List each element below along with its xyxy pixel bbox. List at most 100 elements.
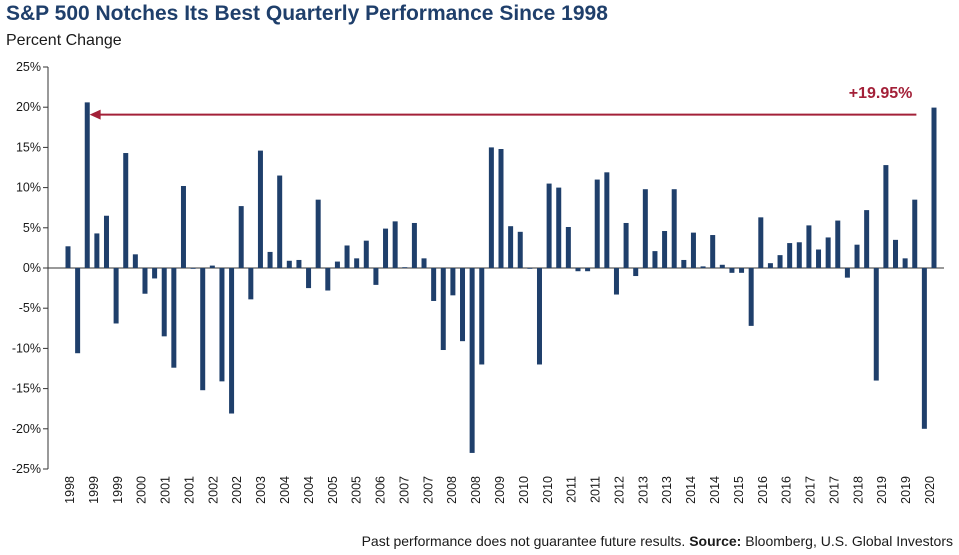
bar	[873, 268, 879, 381]
bar	[681, 259, 687, 268]
bar	[373, 268, 379, 285]
bar	[575, 268, 581, 272]
bar	[152, 268, 158, 279]
bar	[219, 268, 225, 382]
x-tick-label: 1998	[63, 476, 77, 504]
bar	[902, 258, 908, 268]
bar	[931, 107, 937, 269]
x-tick-label: 2010	[541, 476, 555, 504]
bar	[796, 242, 802, 268]
x-tick-label: 2014	[684, 476, 698, 504]
y-tick-label: 0%	[23, 261, 41, 275]
bar	[469, 268, 475, 453]
annotation-label: +19.95%	[849, 85, 913, 102]
bar	[94, 233, 100, 268]
bar	[748, 268, 754, 326]
x-tick-label: 1999	[111, 476, 125, 504]
bar	[132, 254, 138, 268]
bar	[479, 268, 485, 365]
bar	[267, 251, 273, 268]
bar	[613, 268, 619, 295]
x-tick-label: 2019	[875, 476, 889, 504]
source-text: Bloomberg, U.S. Global Investors	[745, 533, 953, 549]
x-tick-label: 2014	[708, 476, 722, 504]
bar	[546, 183, 552, 268]
bar	[816, 249, 822, 268]
bar	[75, 268, 81, 354]
bar	[421, 258, 427, 268]
y-tick-label: 20%	[16, 100, 41, 114]
x-tick-label: 2016	[756, 476, 770, 504]
bar	[508, 226, 514, 268]
bar	[123, 153, 129, 268]
bar	[65, 246, 71, 268]
footer-note: Past performance does not guarantee futu…	[362, 533, 953, 549]
x-tick-label: 2005	[350, 476, 364, 504]
x-tick-label: 2004	[302, 476, 316, 504]
bar	[585, 268, 591, 272]
bar	[113, 268, 119, 324]
y-tick-label: -5%	[19, 301, 41, 315]
bar	[633, 268, 639, 277]
y-tick-label: 5%	[23, 221, 41, 235]
x-tick-label: 2017	[827, 476, 841, 504]
bar	[450, 268, 456, 296]
bar	[604, 172, 610, 268]
bar	[777, 255, 783, 268]
bar	[623, 222, 629, 268]
bar	[671, 189, 677, 268]
bar	[344, 245, 350, 268]
bar	[729, 268, 735, 273]
bar	[710, 235, 716, 268]
bar	[84, 102, 90, 268]
bar	[594, 179, 600, 268]
source-label: Source:	[689, 533, 742, 549]
bar	[719, 264, 725, 268]
bar	[209, 265, 215, 268]
x-tick-label: 2008	[469, 476, 483, 504]
bar	[652, 251, 658, 268]
bar	[296, 259, 302, 268]
bar	[238, 206, 244, 268]
x-tick-label: 2001	[182, 476, 196, 504]
x-tick-label: 2020	[923, 476, 937, 504]
bar	[411, 222, 417, 268]
bar	[354, 258, 360, 268]
x-tick-label: 2013	[636, 476, 650, 504]
bar	[103, 215, 109, 268]
y-tick-label: -15%	[12, 382, 41, 396]
x-tick-label: 2005	[326, 476, 340, 504]
y-tick-label: 25%	[16, 60, 41, 74]
bar	[171, 268, 177, 368]
x-tick-label: 2013	[660, 476, 674, 504]
x-tick-label: 2008	[445, 476, 459, 504]
bar	[180, 185, 186, 268]
y-tick-label: -25%	[12, 462, 41, 476]
bar	[402, 267, 408, 268]
bar	[854, 244, 860, 268]
bar	[383, 228, 389, 268]
bar	[921, 268, 927, 429]
bar	[642, 189, 648, 268]
bar	[440, 268, 446, 351]
y-tick-label: -20%	[12, 422, 41, 436]
bar	[315, 199, 321, 268]
x-tick-label: 2019	[899, 476, 913, 504]
x-tick-label: 2003	[254, 476, 268, 504]
x-tick-label: 2001	[159, 476, 173, 504]
x-tick-label: 2007	[421, 476, 435, 504]
bar	[700, 266, 706, 268]
x-tick-label: 2011	[589, 476, 603, 503]
bar	[556, 187, 562, 268]
disclaimer-text: Past performance does not guarantee futu…	[361, 533, 686, 549]
bar	[883, 165, 889, 268]
bar	[690, 232, 696, 268]
bar	[248, 268, 254, 300]
bar-chart: -25% -20% -15% -10% -5% 0% 5% 10% 15% 20% 25% 1998…	[12, 60, 944, 504]
x-tick-label: 2009	[493, 476, 507, 504]
bar	[758, 217, 764, 268]
bar	[277, 175, 283, 268]
bar	[306, 268, 312, 289]
x-tick-label: 2015	[732, 476, 746, 504]
x-tick-label: 2016	[780, 476, 794, 504]
